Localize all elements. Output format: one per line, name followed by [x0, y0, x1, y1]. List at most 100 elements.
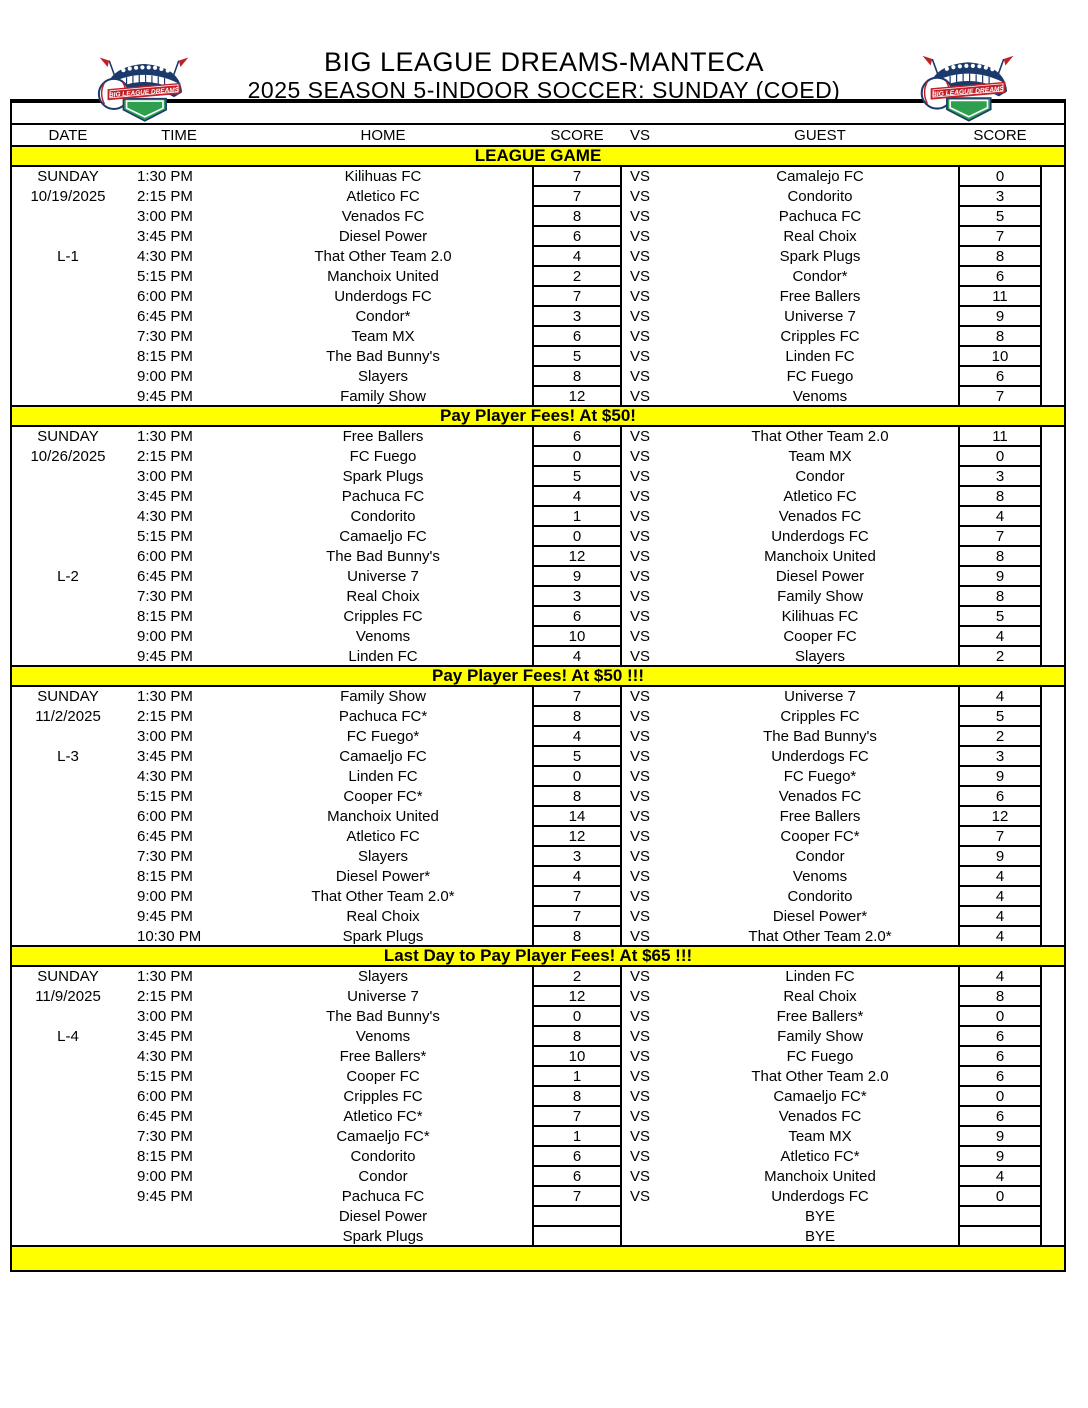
home-team: Underdogs FC: [334, 288, 432, 305]
time-cell: [124, 1207, 234, 1227]
game-row: 7:30 PM Slayers 3 VS Condor 9: [12, 845, 1064, 867]
guest-team: Condorito: [787, 888, 853, 905]
home-team: Family Show: [340, 388, 426, 405]
date-cell: [12, 887, 124, 907]
game-row: 9:00 PM Slayers 8 VS FC Fuego 6: [12, 365, 1064, 387]
home-score-box: 6: [532, 425, 622, 447]
home-score-box: 8: [532, 705, 622, 727]
home-score-box: 5: [532, 465, 622, 487]
big-league-dreams-logo: [920, 54, 1015, 122]
time-cell: 4:30 PM: [137, 1048, 193, 1065]
game-row: 8:15 PM Diesel Power* 4 VS Venoms 4: [12, 865, 1064, 887]
guest-score-box: 9: [958, 765, 1042, 787]
time-cell: 1:30 PM: [137, 168, 193, 185]
date-cell: [12, 607, 124, 627]
home-score-box: 0: [532, 525, 622, 547]
home-score-box: 1: [532, 1125, 622, 1147]
date-cell: [12, 347, 124, 367]
time-cell: 7:30 PM: [137, 848, 193, 865]
guest-team: Condorito: [787, 188, 853, 205]
date-cell: SUNDAY: [37, 968, 99, 985]
home-score-box: 2: [532, 965, 622, 987]
game-row: 11/2/2025 2:15 PM Pachuca FC* 8 VS Cripp…: [12, 705, 1064, 727]
time-cell: 9:00 PM: [137, 628, 193, 645]
guest-team: Real Choix: [783, 228, 857, 245]
home-score-box: 4: [532, 645, 622, 667]
game-row: 6:00 PM The Bad Bunny's 12 VS Manchoix U…: [12, 545, 1064, 567]
guest-team: The Bad Bunny's: [763, 728, 877, 745]
guest-score-box: 8: [958, 585, 1042, 607]
home-score-box: 6: [532, 1165, 622, 1187]
guest-team: Free Ballers: [779, 288, 861, 305]
date-cell: [12, 827, 124, 847]
guest-score-box: [958, 1225, 1042, 1247]
time-cell: 9:45 PM: [137, 648, 193, 665]
game-row: 9:45 PM Real Choix 7 VS Diesel Power* 4: [12, 905, 1064, 927]
guest-team: Camalejo FC: [776, 168, 864, 185]
game-row: 9:45 PM Pachuca FC 7 VS Underdogs FC 0: [12, 1185, 1064, 1207]
time-cell: 1:30 PM: [137, 688, 193, 705]
time-cell: 6:00 PM: [137, 548, 193, 565]
game-row: L-2 6:45 PM Universe 7 9 VS Diesel Power…: [12, 565, 1064, 587]
date-cell: [12, 1227, 124, 1247]
guest-score-box: 8: [958, 985, 1042, 1007]
guest-score-box: 8: [958, 325, 1042, 347]
date-cell: [12, 207, 124, 227]
time-cell: 6:45 PM: [137, 1108, 193, 1125]
guest-team: Cooper FC: [783, 628, 857, 645]
guest-score-box: 3: [958, 745, 1042, 767]
time-cell: 3:45 PM: [137, 748, 193, 765]
home-team: Condor*: [355, 308, 411, 325]
home-team: Venados FC: [341, 208, 425, 225]
home-team: Spark Plugs: [342, 468, 424, 485]
guest-team: FC Fuego*: [783, 768, 857, 785]
fees-banner: Pay Player Fees! At $50 !!!: [12, 665, 1064, 687]
vs-label: VS: [630, 828, 651, 845]
vs-label: VS: [630, 208, 651, 225]
guest-team: Venados FC: [778, 788, 862, 805]
game-row: 9:00 PM Condor 6 VS Manchoix United 4: [12, 1165, 1064, 1187]
guest-team: Condor: [795, 848, 845, 865]
vs-label: VS: [630, 268, 651, 285]
col-header-home: HOME: [360, 126, 406, 144]
date-cell: [12, 287, 124, 307]
time-cell: 3:00 PM: [137, 208, 193, 225]
home-team: Condor: [358, 1168, 408, 1185]
date-cell: [12, 647, 124, 667]
guest-team: Condor*: [792, 268, 848, 285]
guest-team: Team MX: [788, 1128, 852, 1145]
game-row: 6:00 PM Underdogs FC 7 VS Free Ballers 1…: [12, 285, 1064, 307]
vs-label: VS: [630, 508, 651, 525]
vs-label: VS: [630, 728, 651, 745]
guest-team: Underdogs FC: [771, 1188, 869, 1205]
date-cell: [12, 527, 124, 547]
guest-team: Atletico FC*: [780, 1148, 860, 1165]
vs-label: VS: [630, 308, 651, 325]
home-score-box: 10: [532, 625, 622, 647]
guest-team: Underdogs FC: [771, 748, 869, 765]
guest-score-box: 8: [958, 545, 1042, 567]
guest-team: FC Fuego: [786, 368, 854, 385]
time-cell: 5:15 PM: [137, 1068, 193, 1085]
time-cell: 3:00 PM: [137, 468, 193, 485]
home-team: Slayers: [357, 848, 409, 865]
vs-label: VS: [630, 168, 651, 185]
home-score-box: 10: [532, 1045, 622, 1067]
home-score-box: 12: [532, 385, 622, 407]
home-score-box: 4: [532, 865, 622, 887]
home-score-box: 12: [532, 545, 622, 567]
guest-team: Spark Plugs: [779, 248, 861, 265]
date-cell: [12, 1067, 124, 1087]
guest-team: Universe 7: [784, 688, 856, 705]
game-row: 10/19/2025 2:15 PM Atletico FC 7 VS Cond…: [12, 185, 1064, 207]
home-team: Atletico FC: [346, 188, 420, 205]
date-cell: [12, 627, 124, 647]
home-team: Diesel Power*: [335, 868, 431, 885]
vs-label: VS: [630, 1008, 651, 1025]
schedule-section: SUNDAY 1:30 PM Free Ballers 6 VS That Ot…: [12, 425, 1064, 667]
vs-label: VS: [630, 188, 651, 205]
game-row: 11/9/2025 2:15 PM Universe 7 12 VS Real …: [12, 985, 1064, 1007]
guest-score-box: 4: [958, 625, 1042, 647]
time-cell: 6:45 PM: [137, 568, 193, 585]
